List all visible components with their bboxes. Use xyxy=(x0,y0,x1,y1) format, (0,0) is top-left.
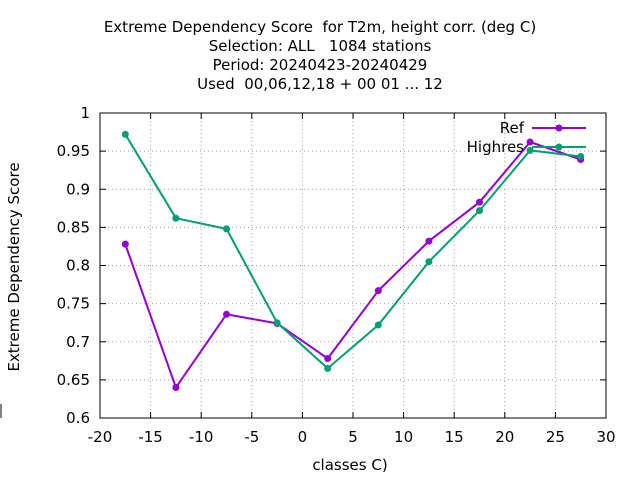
y-tick-label: 0.6 xyxy=(66,409,90,427)
x-tick-label: 10 xyxy=(394,428,413,446)
data-point-highres xyxy=(172,214,180,222)
title-line-2: Selection: ALL 1084 stations xyxy=(208,37,432,55)
x-tick-label: -10 xyxy=(189,428,214,446)
y-tick-label: 1 xyxy=(80,104,90,122)
y-tick-label: 0.75 xyxy=(57,295,90,313)
x-tick-label: 15 xyxy=(445,428,464,446)
y-tick-label: 0.85 xyxy=(57,218,90,236)
data-point-ref xyxy=(374,287,382,295)
legend-marker-highres xyxy=(555,143,563,151)
grid-lines xyxy=(100,113,606,418)
axis-ticks: -20 -15 -10 -5 0 5 10 15 20 25 30 0.6 0.65 0.7 0.75 0.8… xyxy=(57,104,616,446)
x-tick-label: -5 xyxy=(244,428,259,446)
data-point-highres xyxy=(476,207,483,215)
x-tick-label: 25 xyxy=(546,428,565,446)
data-point-ref xyxy=(476,198,483,206)
y-tick-label: 0.95 xyxy=(57,142,90,160)
y-tick-label: 0.65 xyxy=(57,371,90,389)
data-point-ref xyxy=(425,237,433,245)
x-axis-label: classes C) xyxy=(312,456,388,474)
data-point-highres xyxy=(577,152,585,160)
y-tick-label: 0.7 xyxy=(66,333,90,351)
data-point-highres xyxy=(273,319,281,327)
data-point-highres xyxy=(324,364,332,372)
x-tick-label: -20 xyxy=(88,428,113,446)
legend-label-highres: Highres xyxy=(467,138,525,156)
title-line-3: Period: 20240423-20240429 xyxy=(212,56,428,74)
title-line-4: Used 00,06,12,18 + 00 01 ... 12 xyxy=(197,75,443,93)
data-point-ref xyxy=(324,355,332,363)
series-line-ref xyxy=(124,141,582,389)
data-point-ref xyxy=(172,384,180,391)
y-tick-label: 0.8 xyxy=(66,257,90,275)
data-point-ref xyxy=(223,310,230,318)
data-point-highres xyxy=(526,146,534,154)
x-tick-label: 30 xyxy=(596,428,615,446)
title-line-1: Extreme Dependency Score for T2m, height… xyxy=(103,18,537,36)
data-point-ref xyxy=(526,138,534,146)
data-point-highres xyxy=(121,130,129,138)
legend-label-ref: Ref xyxy=(500,119,525,137)
y-tick-label: 0.9 xyxy=(66,180,90,198)
x-tick-label: 5 xyxy=(348,428,358,446)
data-point-ref xyxy=(121,240,129,248)
series-line-highres xyxy=(124,133,581,370)
data-point-highres xyxy=(374,321,382,329)
plot-frame xyxy=(99,112,607,419)
x-tick-label: -15 xyxy=(138,428,163,446)
series-layer xyxy=(121,130,585,391)
data-point-highres xyxy=(425,258,433,266)
x-tick-label: 20 xyxy=(495,428,514,446)
legend-marker-ref xyxy=(555,124,563,132)
x-tick-label: 0 xyxy=(298,428,308,446)
data-point-highres xyxy=(223,225,230,233)
